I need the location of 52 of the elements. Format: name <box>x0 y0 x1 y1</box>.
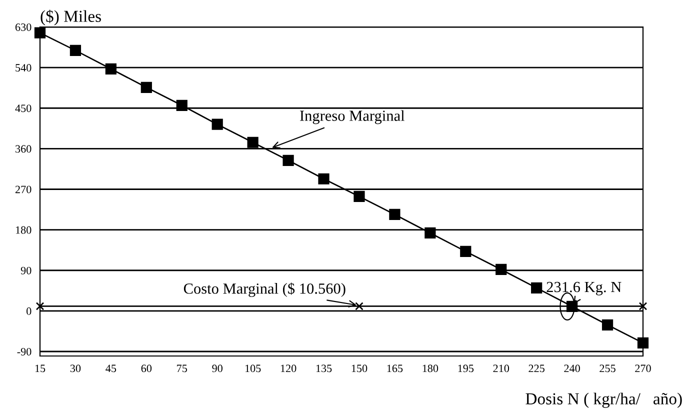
point <box>247 136 258 148</box>
x-tick-label: 15 <box>35 364 46 372</box>
x-tick-label: 225 <box>528 364 544 372</box>
x-tick-label: 90 <box>212 364 222 372</box>
point <box>36 302 44 310</box>
y-tick-label: 450 <box>15 104 32 112</box>
annotation: 231.6 Kg. N <box>546 282 622 296</box>
annotation: Costo Marginal ($ 10.560) <box>184 282 346 297</box>
point <box>460 246 472 257</box>
x-tick-label: 150 <box>352 364 368 372</box>
annotation: Ingreso Marginal <box>300 110 405 124</box>
point <box>355 302 364 310</box>
y-tick-label: 0 <box>26 307 32 315</box>
x-tick-label: 195 <box>458 364 474 372</box>
y-axis-title: ($) Miles <box>40 10 101 26</box>
y-tick-label: -90 <box>17 348 32 356</box>
x-tick-label: 135 <box>316 364 332 372</box>
point <box>176 100 188 111</box>
x-tick-label: 60 <box>141 364 152 372</box>
x-tick-label: 105 <box>245 364 261 372</box>
x-tick-label: 75 <box>177 364 188 372</box>
point <box>637 337 649 348</box>
point <box>212 118 223 130</box>
point <box>354 190 365 202</box>
x-tick-label: 270 <box>635 364 651 372</box>
x-tick-label: 45 <box>106 364 116 372</box>
point <box>602 319 614 330</box>
point <box>34 27 46 38</box>
point <box>140 82 152 93</box>
point <box>389 208 400 220</box>
point <box>70 44 82 56</box>
y-tick-label: 180 <box>16 226 32 234</box>
x-tick-label: 240 <box>564 364 580 372</box>
y-tick-label: 270 <box>15 186 32 194</box>
point <box>105 63 116 74</box>
point <box>638 302 648 310</box>
x-tick-label: 210 <box>493 364 510 372</box>
x-tick-label: 180 <box>422 364 438 372</box>
y-tick-label: 90 <box>20 266 32 274</box>
y-tick-label: 360 <box>16 145 32 153</box>
x-tick-label: 255 <box>600 364 616 372</box>
y-tick-label: 540 <box>16 64 32 72</box>
point <box>424 227 436 239</box>
x-tick-label: 120 <box>280 364 296 372</box>
point <box>282 154 294 166</box>
x-axis-title: Dosis N ( kgr/ha/ año) <box>526 392 682 408</box>
point <box>318 173 330 184</box>
y-tick-label: 630 <box>15 23 32 31</box>
x-tick-label: 30 <box>70 364 81 372</box>
point <box>496 264 507 276</box>
x-tick-label: 165 <box>387 364 403 372</box>
point <box>531 282 542 294</box>
